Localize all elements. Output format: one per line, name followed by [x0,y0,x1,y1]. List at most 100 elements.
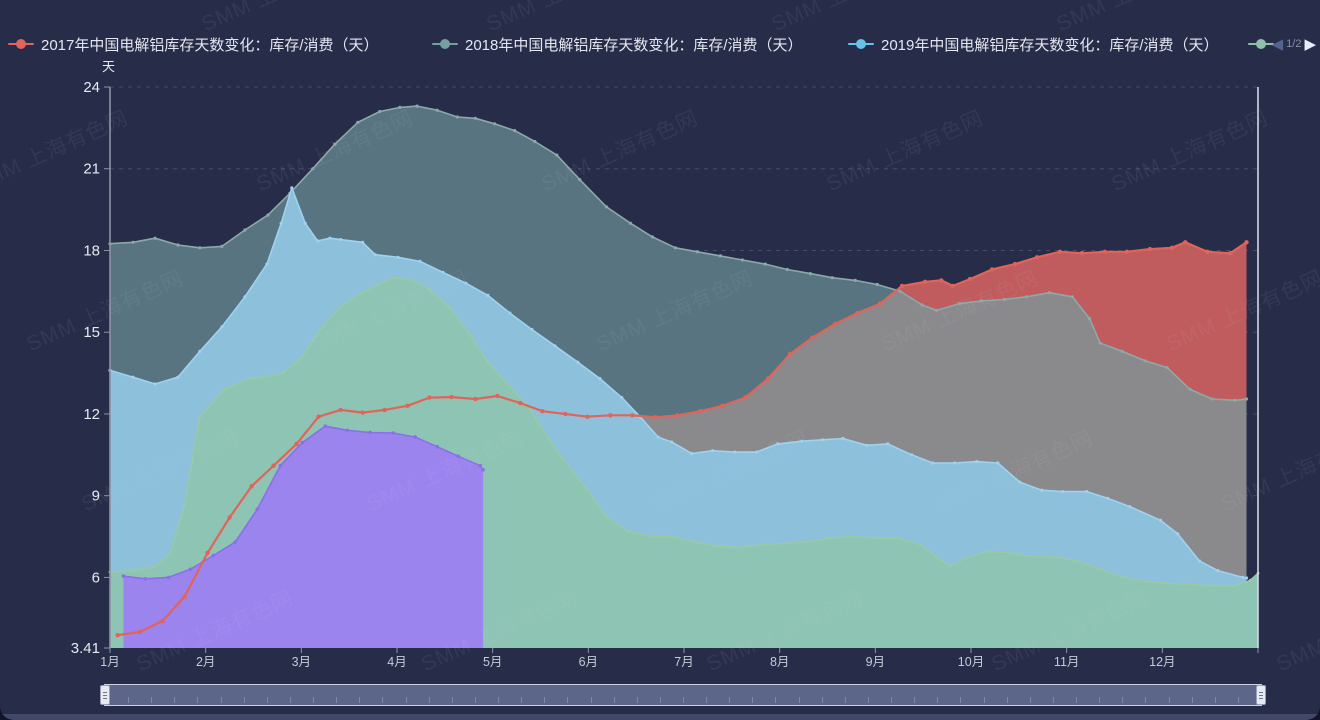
line-2018-marker [1188,387,1192,391]
line-2020-marker [784,542,787,545]
line-2020-marker [1098,567,1102,571]
line-2018-marker [356,120,360,124]
line-2021-marker [121,574,126,578]
line-2019-marker [996,461,1000,465]
y-axis-label: 12 [83,406,100,423]
line-2019-marker [670,440,674,444]
line-2020-marker [739,546,742,549]
line-2019-marker [153,382,157,386]
line-2018-marker [1244,397,1249,401]
legend-marker-2017-icon [8,37,34,51]
line-2018-marker [378,109,382,114]
line-2020-marker [410,279,414,282]
line-2019-marker [265,262,269,266]
line-2019-marker [1198,559,1202,563]
line-2018-marker [398,105,402,109]
line-2020-marker [153,565,157,568]
line-2020-marker [648,535,651,538]
line-2019-marker [975,460,979,464]
line-2017-marker [449,394,454,400]
legend-item-4-clipped[interactable] [1248,30,1281,58]
y-axis-label: 18 [83,242,100,259]
line-2018-marker [1070,295,1074,299]
line-2020-marker [584,486,587,489]
line-2017-marker [899,283,905,289]
line-2018-marker [673,246,678,250]
line-2019-marker [755,450,759,454]
line-2021-marker [143,577,148,581]
y-axis-label: 3.41 [71,640,100,657]
line-2018-marker [435,108,439,112]
line-2019-marker [176,375,180,379]
line-2017-marker [1034,255,1040,260]
line-2019-marker [576,360,580,364]
line-2020-marker [605,516,608,519]
area-overlap-red [898,242,1247,401]
line-2020-marker [1210,584,1214,587]
line-2018-marker [1143,359,1147,363]
line-2019-marker [931,461,935,465]
legend-item-2019[interactable]: 2019年中国电解铝库存天数变化：库存/消费（天） [848,30,1219,58]
line-2020-marker [468,333,472,337]
line-2021-marker [300,440,305,445]
line-2017-marker [1012,261,1018,267]
line-2018-marker [785,267,789,272]
line-2020-marker [1188,583,1192,586]
line-2017-marker [1169,245,1175,250]
line-2017-marker [405,403,410,408]
datazoom-slider[interactable] [100,684,1266,706]
line-2018-marker [311,167,315,171]
line-2019-marker [690,451,694,456]
line-2019-marker [733,450,737,454]
line-2018-marker [220,244,224,248]
line-2018-marker [979,299,984,303]
line-2020-marker [538,423,541,427]
line-2018-marker [415,104,419,108]
line-2018-marker [243,228,247,232]
datazoom-left-handle[interactable] [100,685,110,705]
line-2017-marker [720,403,725,408]
line-2019-marker [131,375,135,379]
line-2018-marker [875,282,879,287]
line-2021-marker [188,567,193,572]
line-2017-marker [563,411,568,417]
line-2018-marker [1002,297,1007,302]
line-2017-marker [338,407,343,413]
line-2020-marker [448,306,451,310]
line-2019-marker [841,436,845,441]
line-2019-marker [508,311,512,315]
legend-page-prev-icon[interactable]: ◀ [1271,36,1284,53]
line-2021-marker [391,431,396,435]
line-2017-marker [1124,249,1130,254]
line-2019-marker [198,349,202,353]
line-2020-marker [260,375,264,379]
line-2018-marker [604,205,609,209]
y-axis-label: 9 [92,488,100,505]
legend-marker-2018-icon [432,37,458,51]
datazoom-right-handle[interactable] [1256,685,1266,705]
legend-marker-2019-icon [848,37,874,51]
line-2020-marker [985,550,989,553]
line-2019-marker [800,439,804,443]
x-axis-label: 7月 [674,655,693,669]
line-2019-marker [464,281,468,285]
line-2018-marker [533,139,537,144]
line-2018-marker [650,235,655,239]
line-2020-marker [948,565,952,568]
line-2017-marker [137,629,142,635]
line-2017-marker [518,400,523,406]
line-2021-marker [413,435,418,439]
line-2019-marker [821,438,825,442]
line-2018-marker [176,243,180,247]
y-axis-name: 天 [102,59,115,74]
line-2017-marker [653,415,658,420]
line-2020-marker [281,371,285,375]
legend-page-next-icon[interactable]: ▶ [1304,36,1316,53]
line-2018-marker [763,262,767,266]
legend-item-2018[interactable]: 2018年中国电解铝库存天数变化：库存/消费（天） [432,30,803,58]
legend-item-2017[interactable]: 2017年中国电解铝库存天数变化：库存/消费（天） [8,30,379,58]
line-2020-marker [940,559,944,563]
legend: 2017年中国电解铝库存天数变化：库存/消费（天） 2018年中国电解铝库存天数… [0,30,1286,58]
line-2020-marker [300,355,304,359]
line-2018-marker [957,302,962,306]
